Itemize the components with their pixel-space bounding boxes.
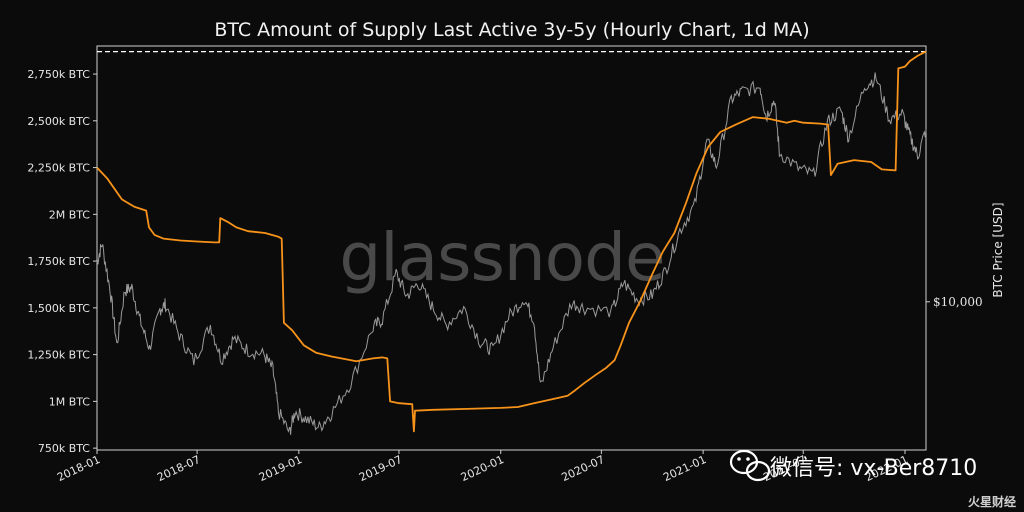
x-tick-label: 2020-01 — [459, 453, 506, 484]
x-tick-label: 2018-07 — [155, 453, 202, 484]
x-tick-label: 2020-07 — [559, 453, 606, 484]
x-tick-label: 2019-07 — [357, 453, 404, 484]
y-tick-label: 750k BTC — [38, 442, 90, 455]
x-tick-label: 2021-01 — [661, 453, 708, 484]
wechat-overlay: 微信号: vx-Ber8710 — [729, 449, 977, 482]
corner-brand: 火星财经 — [968, 494, 1016, 509]
wechat-icon — [729, 449, 771, 482]
plot-area — [96, 50, 927, 435]
y-tick-label: 2,500k BTC — [27, 115, 90, 128]
wechat-id-text: 微信号: vx-Ber8710 — [770, 456, 977, 481]
y-tick-label: 1,750k BTC — [27, 255, 90, 268]
y-tick-label: 1M BTC — [49, 395, 91, 408]
y-tick-label: 1,500k BTC — [27, 302, 90, 315]
watermark-glassnode: glassnode — [339, 219, 664, 296]
y-right-tick-label: $10,000 — [933, 295, 983, 309]
y-tick-label: 2M BTC — [49, 208, 91, 221]
y-tick-label: 2,250k BTC — [27, 162, 90, 175]
y-tick-label: 1,250k BTC — [27, 349, 90, 362]
plot-frame — [96, 45, 927, 451]
x-tick-label: 2019-01 — [257, 453, 304, 484]
series-btc-price — [96, 72, 927, 435]
chart-title: BTC Amount of Supply Last Active 3y-5y (… — [214, 19, 809, 41]
series-supply-3y-5y — [96, 50, 927, 433]
x-tick-label: 2018-01 — [55, 453, 102, 484]
right-axis-label: BTC Price [USD] — [991, 202, 1005, 297]
y-tick-label: 2,750k BTC — [27, 68, 90, 81]
